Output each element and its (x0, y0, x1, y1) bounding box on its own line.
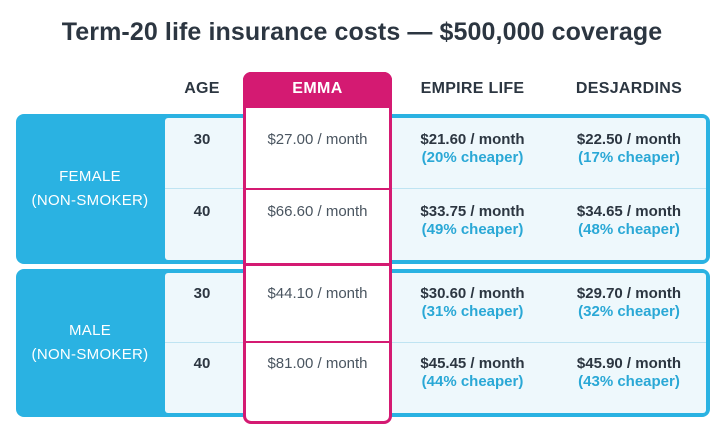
column-header-empire-life: EMPIRE LIFE (420, 80, 525, 97)
desjardins-price: $22.50 / month (576, 131, 682, 148)
emma-cell-bg (246, 108, 389, 188)
desjardins-savings: (32% cheaper) (578, 303, 680, 320)
emma-cell-bg (246, 343, 389, 421)
empire-life-savings: (49% cheaper) (421, 221, 524, 238)
desjardins-savings: (43% cheaper) (578, 373, 680, 390)
column-header-emma: EMMA (243, 72, 392, 108)
empire-life-price: $21.60 / month (420, 131, 525, 148)
desjardins-price: $45.90 / month (576, 355, 682, 372)
age-cell: 30 (193, 131, 211, 148)
empire-life-cell: $45.45 / month (44% cheaper) (395, 355, 550, 390)
desjardins-cell: $29.70 / month (32% cheaper) (550, 285, 708, 320)
desjardins-cell: $34.65 / month (48% cheaper) (550, 203, 708, 238)
group-label-female-line1: FEMALE (59, 168, 121, 185)
emma-cell-bg (246, 190, 389, 263)
age-cell: 40 (193, 355, 211, 372)
emma-group-separator (243, 263, 392, 266)
emma-cell-bg (246, 266, 389, 341)
group-label-male: MALE (NON-SMOKER) (16, 269, 164, 417)
emma-price: $44.10 / month (267, 285, 368, 302)
desjardins-savings: (17% cheaper) (578, 149, 680, 166)
empire-life-savings: (20% cheaper) (421, 149, 524, 166)
empire-life-savings: (31% cheaper) (421, 303, 524, 320)
emma-row-separator (243, 188, 392, 190)
empire-life-price: $33.75 / month (420, 203, 525, 220)
empire-life-cell: $33.75 / month (49% cheaper) (395, 203, 550, 238)
age-cell: 40 (193, 203, 211, 220)
column-header-age: AGE (184, 80, 220, 97)
empire-life-cell: $21.60 / month (20% cheaper) (395, 131, 550, 166)
column-header-desjardins: DESJARDINS (575, 80, 683, 97)
desjardins-cell: $45.90 / month (43% cheaper) (550, 355, 708, 390)
row-divider (165, 188, 706, 189)
emma-row-separator (243, 341, 392, 343)
group-label-female-line2: (NON-SMOKER) (31, 192, 149, 209)
desjardins-price: $34.65 / month (576, 203, 682, 220)
desjardins-savings: (48% cheaper) (578, 221, 680, 238)
desjardins-cell: $22.50 / month (17% cheaper) (550, 131, 708, 166)
group-label-male-line1: MALE (68, 322, 112, 339)
age-cell: 30 (193, 285, 211, 302)
desjardins-price: $29.70 / month (576, 285, 682, 302)
emma-price: $81.00 / month (267, 355, 368, 372)
empire-life-price: $45.45 / month (420, 355, 525, 372)
empire-life-savings: (44% cheaper) (421, 373, 524, 390)
group-label-male-line2: (NON-SMOKER) (31, 346, 149, 363)
group-label-female: FEMALE (NON-SMOKER) (16, 114, 164, 264)
page-title: Term-20 life insurance costs — $500,000 … (61, 18, 663, 46)
emma-price: $66.60 / month (267, 203, 368, 220)
emma-price: $27.00 / month (267, 131, 368, 148)
row-divider (165, 342, 706, 343)
empire-life-price: $30.60 / month (420, 285, 525, 302)
empire-life-cell: $30.60 / month (31% cheaper) (395, 285, 550, 320)
